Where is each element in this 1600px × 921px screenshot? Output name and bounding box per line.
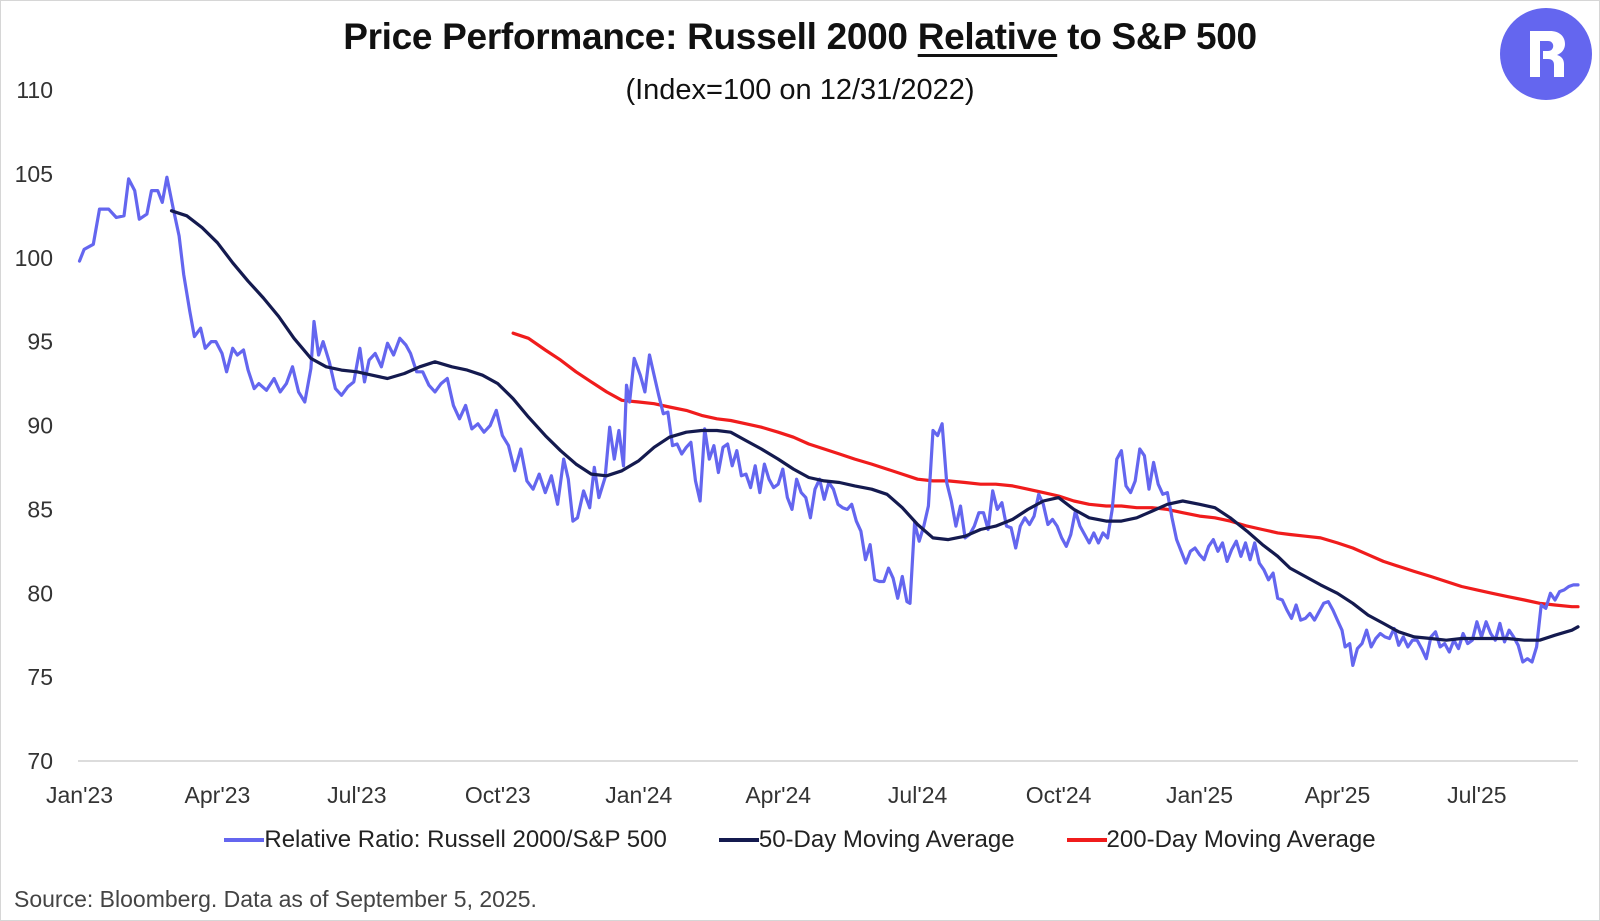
y-tick-label: 110	[16, 77, 53, 103]
legend-item-ratio: Relative Ratio: Russell 2000/S&P 500	[224, 826, 667, 854]
title-suffix: to S&P 500	[1057, 16, 1257, 57]
x-tick-label: Apr'24	[745, 782, 811, 808]
title-prefix: Price Performance: Russell 2000	[343, 16, 918, 57]
y-tick-label: 105	[15, 161, 53, 187]
y-tick-label: 100	[15, 245, 53, 271]
legend-swatch-ma200	[1066, 838, 1107, 842]
y-tick-label: 90	[27, 413, 53, 439]
series-line-relative-ratio	[77, 175, 1580, 667]
x-tick-label: Apr'25	[1305, 782, 1371, 808]
chart-title: Price Performance: Russell 2000 Relative…	[0, 16, 1600, 58]
source-note: Source: Bloomberg. Data as of September …	[14, 886, 537, 912]
x-tick-label: Apr'23	[185, 782, 251, 808]
r-letter-logo-icon	[1500, 8, 1592, 100]
y-tick-label: 80	[27, 580, 53, 606]
legend-label-ratio: Relative Ratio: Russell 2000/S&P 500	[264, 826, 667, 853]
series-line-200-day-ma	[511, 331, 1580, 609]
x-tick-label: Jan'24	[605, 782, 672, 808]
chart-subtitle: (Index=100 on 12/31/2022)	[625, 74, 975, 106]
y-tick-label: 75	[27, 664, 53, 690]
chart-legend: Relative Ratio: Russell 2000/S&P 500 50-…	[0, 826, 1600, 854]
legend-swatch-ratio	[224, 838, 265, 842]
x-tick-label: Jul'25	[1447, 782, 1506, 808]
x-tick-label: Jan'25	[1166, 782, 1233, 808]
x-tick-label: Jul'24	[888, 782, 948, 808]
x-tick-label: Oct'23	[465, 782, 531, 808]
series-layer	[77, 175, 1580, 667]
legend-label-ma50: 50-Day Moving Average	[758, 826, 1015, 853]
x-axis: Jan'23 Apr'23 Jul'23 Oct'23 Jan'24 Apr'24 Jul'…	[46, 782, 1507, 808]
y-tick-label: 95	[27, 329, 53, 355]
legend-swatch-ma50	[718, 838, 759, 842]
x-tick-label: Oct'24	[1026, 782, 1092, 808]
x-tick-label: Jul'23	[327, 782, 386, 808]
legend-label-ma200: 200-Day Moving Average	[1106, 826, 1376, 853]
series-line-50-day-ma	[169, 209, 1580, 642]
legend-item-ma50: 50-Day Moving Average	[718, 826, 1015, 854]
legend-item-ma200: 200-Day Moving Average	[1066, 826, 1376, 854]
title-emphasis: Relative	[917, 16, 1058, 57]
x-tick-label: Jan'23	[46, 782, 113, 808]
y-tick-label: 70	[27, 748, 53, 774]
y-axis: 70 75 80 85 90 95 100 105 110	[15, 77, 53, 774]
y-tick-label: 85	[27, 496, 53, 522]
